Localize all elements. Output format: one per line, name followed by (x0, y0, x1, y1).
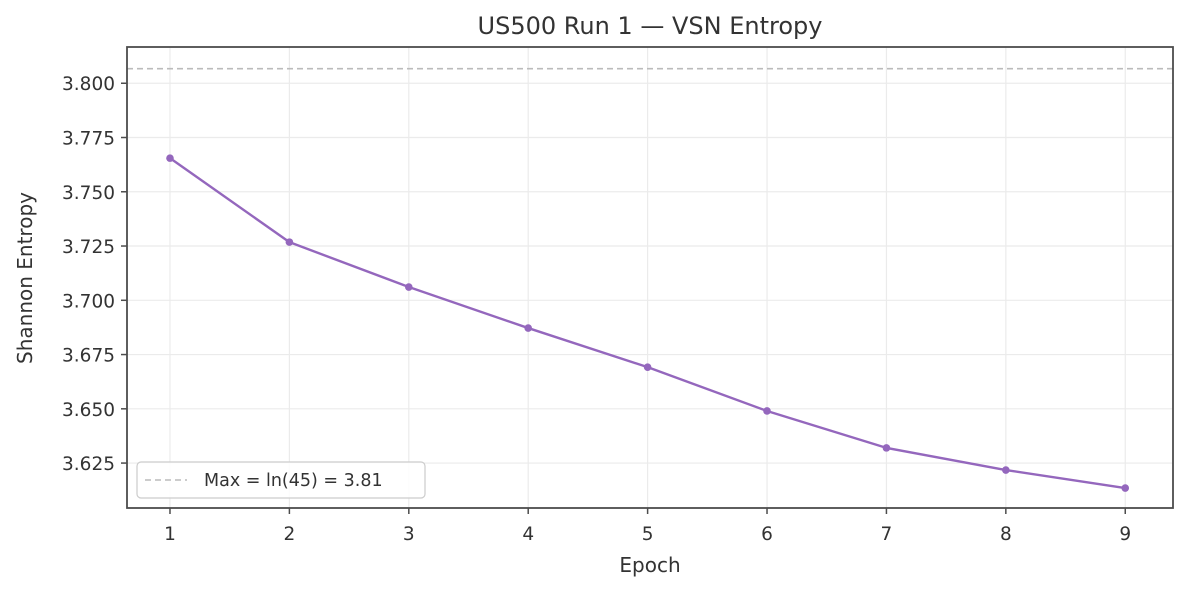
data-point-marker (763, 407, 771, 415)
x-tick-label: 2 (284, 524, 296, 545)
y-tick-label: 3.625 (62, 454, 115, 475)
data-point-marker (1002, 466, 1010, 474)
y-tick-label: 3.675 (62, 346, 115, 367)
data-point-marker (643, 363, 652, 371)
legend: Max = ln(45) = 3.81 (136, 461, 426, 499)
x-tick-label: 7 (881, 524, 893, 545)
x-tick-label: 5 (642, 524, 654, 545)
y-tick-label: 3.700 (62, 291, 115, 312)
x-tick-label: 1 (164, 524, 176, 545)
plot-area-frame (126, 46, 1174, 509)
y-tick-label: 3.775 (62, 129, 115, 150)
y-tick-label: 3.800 (62, 74, 115, 95)
data-point-marker (166, 154, 174, 162)
y-axis-label: Shannon Entropy (13, 192, 37, 364)
x-tick-label: 3 (403, 524, 415, 545)
data-point-marker (882, 444, 891, 452)
y-tick-label: 3.750 (62, 183, 115, 204)
data-point-marker (1121, 484, 1130, 492)
legend-entry-max: Max = ln(45) = 3.81 (204, 471, 383, 491)
x-tick-label: 8 (1000, 524, 1012, 545)
x-axis-ticks: 1 2 3 4 5 6 7 8 9 (164, 508, 1131, 545)
legend-box (136, 461, 426, 499)
chart-title: US500 Run 1 — VSN Entropy (478, 12, 823, 40)
x-tick-label: 6 (761, 524, 773, 545)
y-tick-label: 3.725 (62, 237, 115, 258)
grid-lines (127, 47, 1173, 508)
x-tick-label: 4 (522, 524, 534, 545)
data-point-marker (524, 324, 533, 332)
y-axis-ticks: 3.625 3.650 3.675 3.700 3.725 3.750 3.775 3.800 (62, 74, 127, 475)
data-point-marker (285, 238, 294, 246)
entropy-series (166, 154, 1130, 492)
x-axis-label: Epoch (619, 553, 680, 577)
data-point-marker (404, 283, 413, 291)
x-tick-label: 9 (1119, 524, 1131, 545)
y-tick-label: 3.650 (62, 400, 115, 421)
